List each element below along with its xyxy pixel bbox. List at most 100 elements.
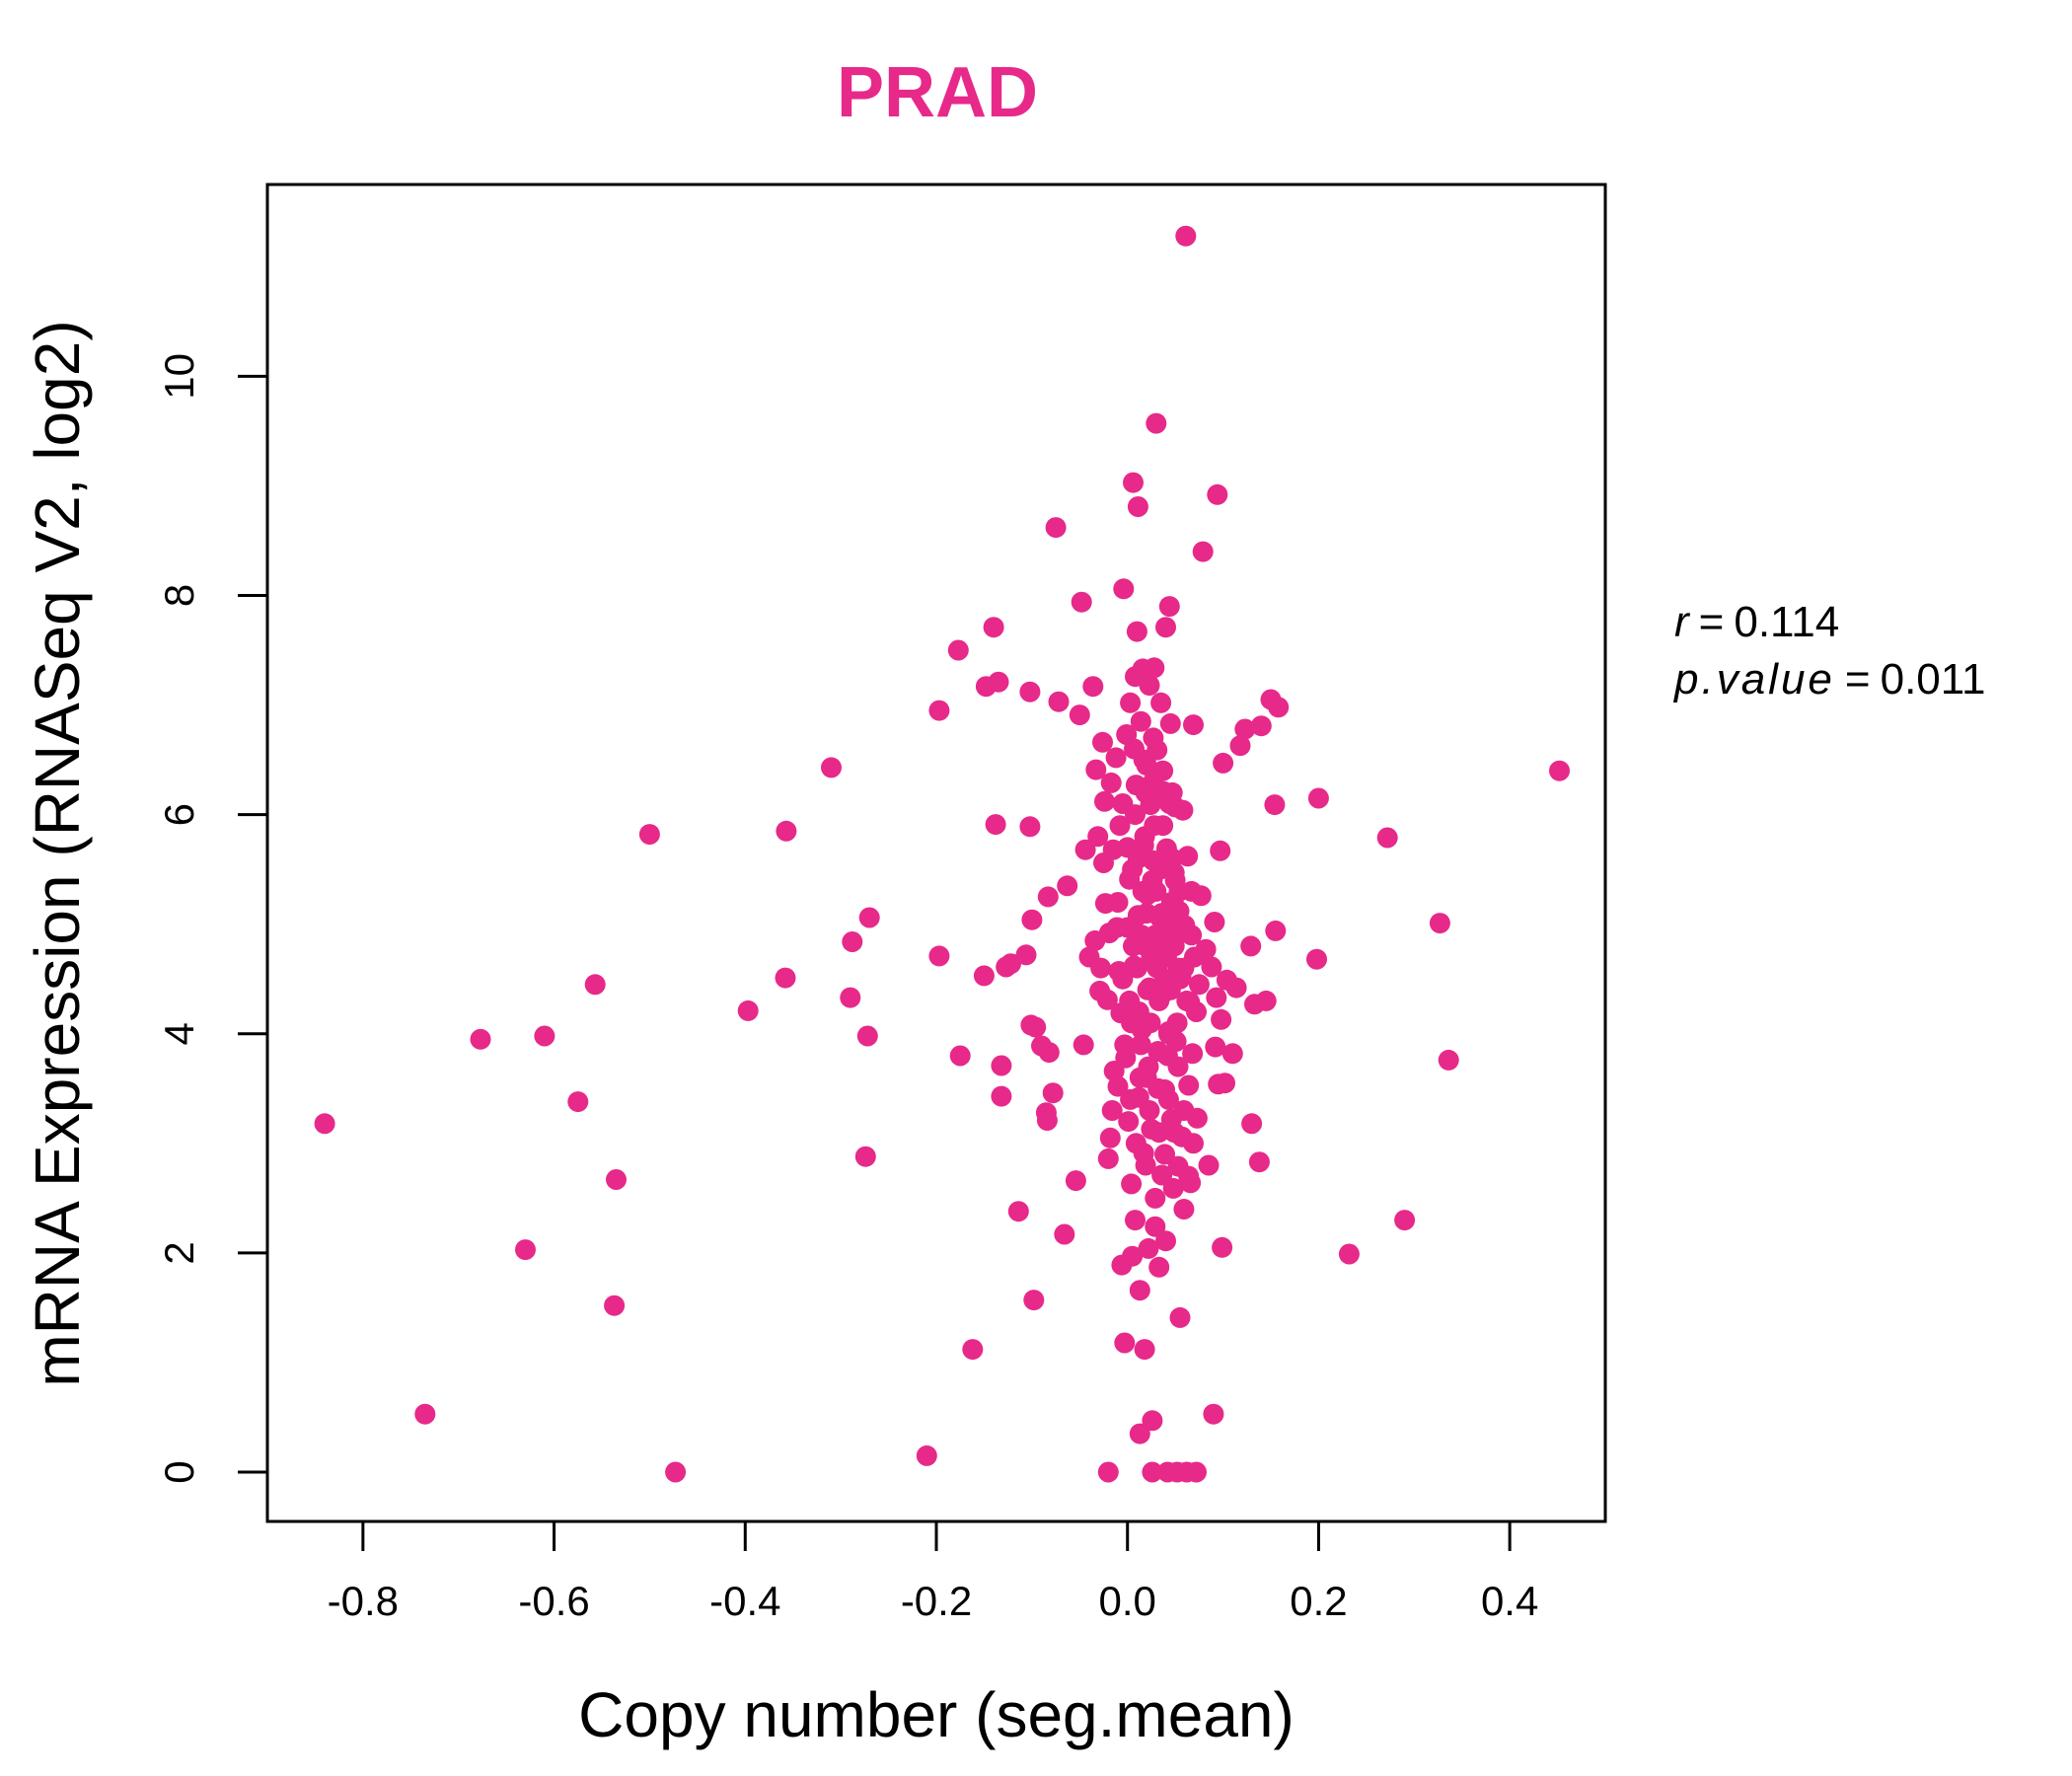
- data-point: [1118, 1111, 1140, 1133]
- data-point: [1097, 1147, 1119, 1169]
- data-point: [1248, 1151, 1270, 1173]
- data-point: [1065, 1170, 1086, 1192]
- x-tick-label: 0.4: [1481, 1578, 1538, 1624]
- data-point: [1042, 1082, 1064, 1104]
- data-point: [1162, 1177, 1184, 1199]
- data-point: [1265, 920, 1287, 941]
- data-point: [1112, 968, 1134, 990]
- data-point: [1173, 957, 1195, 979]
- data-point: [1140, 1012, 1161, 1034]
- data-point: [1204, 912, 1225, 932]
- data-point: [1178, 1074, 1200, 1096]
- data-point: [1122, 1245, 1144, 1267]
- data-point: [1182, 1043, 1204, 1065]
- data-point: [1087, 826, 1109, 848]
- data-point: [1136, 903, 1157, 925]
- data-point: [1123, 935, 1144, 957]
- data-point: [1000, 953, 1021, 975]
- data-point: [1130, 710, 1151, 732]
- p-equals: =: [1845, 655, 1871, 703]
- data-point: [1201, 956, 1222, 978]
- data-point: [1150, 692, 1172, 713]
- data-point: [1212, 1236, 1233, 1258]
- data-point: [1107, 892, 1129, 913]
- data-point: [1135, 1154, 1156, 1176]
- data-point: [985, 814, 1006, 836]
- data-point: [1045, 517, 1067, 539]
- data-point: [1137, 979, 1158, 1000]
- y-axis: 0 2 4 6 8 10: [156, 353, 269, 1484]
- data-point: [1163, 935, 1185, 957]
- chart-title: PRAD: [837, 53, 1038, 132]
- p-symbol: p.value: [1672, 655, 1835, 703]
- data-point: [1025, 1016, 1047, 1038]
- data-point: [1127, 496, 1148, 517]
- data-point: [1211, 1008, 1232, 1030]
- data-point: [1154, 968, 1175, 990]
- data-point: [1019, 816, 1041, 838]
- data-point: [1149, 858, 1171, 880]
- data-point: [1167, 1056, 1189, 1077]
- data-point: [1154, 1144, 1175, 1165]
- data-point: [1139, 1100, 1160, 1121]
- data-point: [1092, 731, 1113, 753]
- correlation-stats: r = 0.114 p.value = 0.011: [1672, 598, 1985, 703]
- data-point: [1148, 1122, 1170, 1144]
- data-point: [584, 974, 606, 996]
- data-point: [1264, 794, 1286, 816]
- data-point: [1124, 738, 1145, 760]
- data-point: [1126, 957, 1147, 979]
- y-axis-label: mRNA Expression (RNASeq V2, log2): [22, 320, 93, 1386]
- data-point: [1429, 913, 1450, 934]
- data-point: [991, 1085, 1012, 1107]
- data-point: [1146, 412, 1167, 434]
- data-point: [1221, 1043, 1243, 1065]
- data-point: [1113, 578, 1135, 600]
- data-point: [1139, 675, 1160, 697]
- data-point: [1183, 714, 1204, 736]
- y-tick-label: 0: [156, 1460, 202, 1483]
- data-point: [1268, 697, 1290, 718]
- data-point: [1181, 925, 1203, 946]
- data-point: [1101, 1100, 1123, 1121]
- data-point: [1161, 781, 1183, 803]
- data-point: [1125, 1133, 1147, 1154]
- data-point: [1177, 846, 1199, 867]
- data-point: [1048, 691, 1070, 712]
- data-point: [988, 671, 1009, 693]
- data-point: [842, 931, 863, 952]
- data-point: [1057, 875, 1078, 897]
- data-point: [1138, 1237, 1159, 1259]
- data-point: [665, 1461, 687, 1483]
- data-point: [1438, 1049, 1459, 1071]
- data-point: [1082, 676, 1104, 698]
- data-point: [1069, 704, 1090, 726]
- data-point: [1240, 935, 1262, 957]
- data-point: [840, 987, 861, 1008]
- data-point: [856, 1025, 878, 1047]
- r-statistic: r = 0.114: [1674, 598, 1839, 646]
- data-point: [1019, 681, 1041, 703]
- x-tick-label: -0.4: [709, 1578, 780, 1624]
- data-point: [1338, 1243, 1360, 1265]
- data-point: [1143, 727, 1164, 749]
- r-value: 0.114: [1734, 598, 1839, 646]
- data-point: [1129, 1067, 1150, 1088]
- data-point: [1109, 815, 1131, 837]
- data-point: [1241, 1113, 1263, 1135]
- data-point: [1306, 948, 1327, 970]
- data-point: [1157, 1088, 1179, 1110]
- y-tick-label: 2: [156, 1241, 202, 1264]
- data-point: [1207, 483, 1228, 505]
- data-point: [1307, 787, 1329, 809]
- data-point: [949, 1045, 971, 1067]
- data-point: [1549, 760, 1570, 781]
- data-point: [1129, 1280, 1150, 1301]
- data-point: [1186, 1001, 1207, 1022]
- data-point: [1169, 1306, 1191, 1328]
- data-point: [604, 1295, 626, 1316]
- data-point: [515, 1239, 536, 1261]
- data-point: [1038, 1042, 1060, 1064]
- data-point: [1155, 617, 1176, 638]
